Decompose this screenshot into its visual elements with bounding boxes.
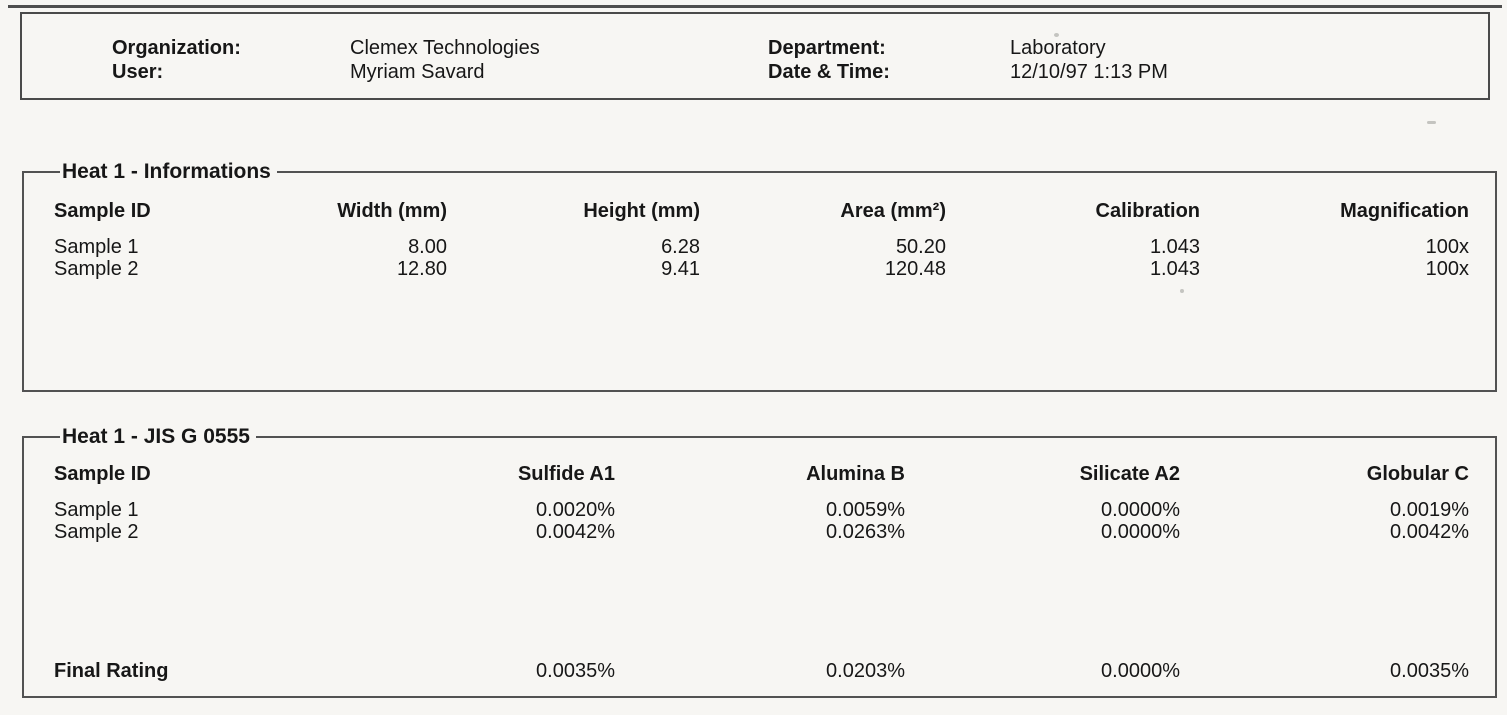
cell: 12.80 xyxy=(396,258,447,280)
column-header: Sample ID xyxy=(54,200,151,222)
column-header: Silicate A2 xyxy=(1079,463,1180,485)
cell: 0.0019% xyxy=(1390,499,1469,521)
cell: 100x xyxy=(1425,258,1469,280)
cell: 1.043 xyxy=(1149,236,1200,258)
final-rating-label: Final Rating xyxy=(54,660,169,682)
cell: Sample 2 xyxy=(54,258,139,280)
informations-table: Sample ID Width (mm) Height (mm) Area (m… xyxy=(54,200,1469,280)
section-title: Heat 1 - Informations xyxy=(62,160,271,183)
table-row: Sample 1 0.0020% 0.0059% 0.0000% 0.0019% xyxy=(54,499,1469,521)
cell: 9.41 xyxy=(661,258,700,280)
cell: 120.48 xyxy=(884,258,946,280)
section-heat1-informations: Heat 1 - Informations Sample ID Width (m… xyxy=(22,160,1497,392)
table-row: Sample 2 12.80 9.41 120.48 1.043 100x xyxy=(54,258,1469,280)
department-label: Department: xyxy=(768,37,886,59)
section-heat1-jis-g-0555: Heat 1 - JIS G 0555 Sample ID Sulfide A1… xyxy=(22,425,1497,698)
cell: 0.0000% xyxy=(1101,660,1180,682)
column-header: Area (mm²) xyxy=(840,200,946,222)
column-header: Alumina B xyxy=(806,463,905,485)
column-header: Width (mm) xyxy=(337,200,447,222)
page-top-rule xyxy=(8,5,1502,8)
cell: 0.0000% xyxy=(1101,499,1180,521)
datetime-label: Date & Time: xyxy=(768,61,890,83)
user-label: User: xyxy=(112,61,164,83)
scan-speck xyxy=(1427,121,1436,124)
cell: 0.0035% xyxy=(536,660,615,682)
column-header: Globular C xyxy=(1366,463,1469,485)
cell: 6.28 xyxy=(661,236,700,258)
cell: 0.0263% xyxy=(826,521,905,543)
table-row: Sample 1 8.00 6.28 50.20 1.043 100x xyxy=(54,236,1469,258)
cell: 0.0000% xyxy=(1101,521,1180,543)
department-value: Laboratory xyxy=(1010,37,1106,59)
column-header: Sample ID xyxy=(54,463,151,485)
cell: 100x xyxy=(1425,236,1469,258)
section-title: Heat 1 - JIS G 0555 xyxy=(62,425,250,448)
cell: 8.00 xyxy=(408,236,447,258)
column-header: Magnification xyxy=(1340,200,1469,222)
cell: 0.0059% xyxy=(826,499,905,521)
scan-speck xyxy=(1054,33,1059,37)
user-value: Myriam Savard xyxy=(350,61,485,83)
table-header-row: Sample ID Sulfide A1 Alumina B Silicate … xyxy=(54,463,1469,499)
final-rating-row: Final Rating 0.0035% 0.0203% 0.0000% 0.0… xyxy=(54,660,1469,682)
column-header: Height (mm) xyxy=(583,200,700,222)
report-header: Organization: Clemex Technologies Depart… xyxy=(20,12,1490,100)
report-header-grid: Organization: Clemex Technologies Depart… xyxy=(22,14,1488,84)
datetime-value: 12/10/97 1:13 PM xyxy=(1010,61,1168,83)
table-header-row: Sample ID Width (mm) Height (mm) Area (m… xyxy=(54,200,1469,236)
organization-label: Organization: xyxy=(112,37,241,59)
cell: 0.0203% xyxy=(826,660,905,682)
cell: 0.0020% xyxy=(536,499,615,521)
organization-value: Clemex Technologies xyxy=(350,37,540,59)
cell: 50.20 xyxy=(895,236,946,258)
final-rating-table: Final Rating 0.0035% 0.0203% 0.0000% 0.0… xyxy=(54,660,1469,682)
column-header: Sulfide A1 xyxy=(517,463,615,485)
cell: 0.0042% xyxy=(1390,521,1469,543)
column-header: Calibration xyxy=(1095,200,1200,222)
cell: Sample 1 xyxy=(54,499,139,521)
table-row: Sample 2 0.0042% 0.0263% 0.0000% 0.0042% xyxy=(54,521,1469,543)
cell: 0.0042% xyxy=(536,521,615,543)
jis-table: Sample ID Sulfide A1 Alumina B Silicate … xyxy=(54,463,1469,543)
cell: Sample 1 xyxy=(54,236,139,258)
cell: 0.0035% xyxy=(1390,660,1469,682)
scan-speck xyxy=(1180,289,1184,293)
cell: Sample 2 xyxy=(54,521,139,543)
cell: 1.043 xyxy=(1149,258,1200,280)
